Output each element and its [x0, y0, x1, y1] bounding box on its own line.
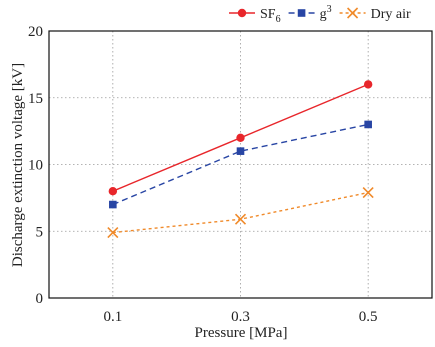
legend-label: g3: [320, 4, 332, 22]
data-point: [364, 120, 372, 129]
y-tick-label: 15: [28, 91, 43, 107]
series-dry-air: [107, 186, 374, 239]
series-line: [112, 191, 369, 234]
legend-marker: [297, 9, 306, 17]
data-point: [236, 133, 245, 142]
series-sf: [108, 80, 373, 196]
legend-item: g3: [288, 4, 332, 22]
x-marker-stroke: [347, 7, 359, 19]
data-point: [108, 187, 118, 196]
x-tick-label: 0.1: [103, 309, 122, 325]
legend-label: SF6: [260, 7, 281, 25]
x-tick-label: 0.5: [359, 309, 378, 325]
data-point: [362, 186, 374, 199]
data-point: [234, 213, 247, 225]
legend-label: Dry air: [371, 7, 411, 22]
x-axis-label: Pressure [MPa]: [195, 325, 288, 341]
series-line: [112, 123, 369, 206]
data-point: [363, 80, 373, 89]
legend: SF6 g3 Dry air: [229, 4, 411, 25]
legend-marker: [347, 7, 359, 19]
y-axis-ticks: 0 5 10 15 20: [28, 24, 43, 307]
x-tick-label: 0.3: [231, 309, 250, 325]
y-tick-label: 20: [28, 24, 43, 40]
x-axis-ticks: 0.1 0.3 0.5: [103, 309, 377, 325]
x-marker-stroke: [107, 227, 119, 239]
legend-item: SF6: [229, 7, 281, 25]
legend-item: Dry air: [339, 7, 411, 22]
series-g: [109, 120, 372, 209]
series-layer: [107, 80, 374, 239]
data-point: [236, 147, 245, 155]
y-tick-label: 10: [28, 158, 43, 174]
x-marker-stroke: [362, 186, 374, 199]
y-tick-label: 5: [36, 224, 44, 240]
x-marker-stroke: [234, 213, 247, 225]
data-point: [107, 227, 119, 239]
legend-marker: [237, 8, 247, 18]
y-axis-label: Discharge extinction voltage [kV]: [10, 63, 26, 267]
data-point: [109, 200, 117, 209]
plot-frame: [48, 30, 433, 299]
y-tick-label: 0: [36, 291, 44, 307]
grid-lines: [49, 31, 432, 298]
